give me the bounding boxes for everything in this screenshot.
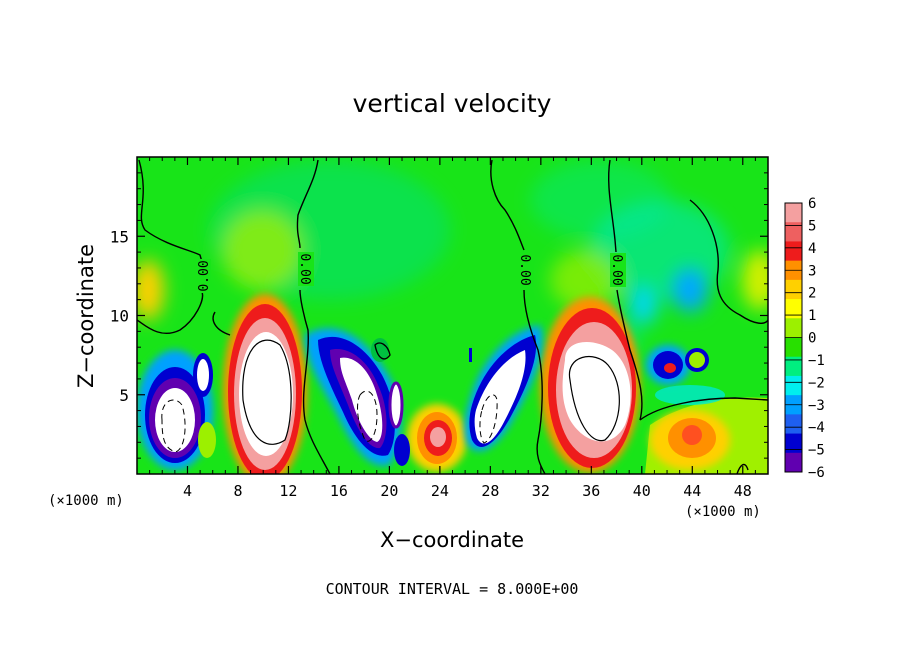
colorbar-label: 1 (808, 308, 816, 324)
x-tick-label: 8 (233, 482, 242, 500)
colorbar-swatch (785, 337, 802, 358)
x-tick-label: 12 (279, 482, 297, 500)
colorbar-swatch (785, 356, 802, 377)
contour-label-2: 0.00 (297, 253, 312, 284)
contour-label-4: 0.00 (609, 254, 624, 285)
x-tick-label: 28 (481, 482, 499, 500)
colorbar-label: −1 (808, 353, 825, 369)
colorbar-label: 3 (808, 263, 816, 279)
x-tick-label: 44 (683, 482, 701, 500)
x-tick-label: 16 (330, 482, 348, 500)
colorbar-label: 0 (808, 331, 816, 347)
updraft-core-1 (223, 294, 307, 474)
colorbar-swatch (785, 433, 802, 454)
colorbar-swatch (785, 318, 802, 338)
downdraft-core-2 (305, 328, 410, 466)
contour-interval-note: CONTOUR INTERVAL = 8.000E+00 (326, 580, 579, 598)
chart-title: vertical velocity (353, 89, 552, 118)
downdraft-core-1 (137, 350, 216, 470)
y-tick-label: 5 (119, 386, 129, 405)
x-axis-ticks: 4 8 12 16 20 24 28 32 36 40 44 48 (149, 157, 756, 500)
colorbar-label: 6 (808, 196, 816, 212)
x-tick-label: 36 (582, 482, 600, 500)
x-tick-label: 24 (431, 482, 449, 500)
x-tick-label: 40 (633, 482, 651, 500)
colorbar-swatch (785, 452, 802, 473)
updraft-core-4 (645, 397, 768, 474)
colorbar-label: −4 (808, 420, 825, 436)
y-axis-ticks: 5 10 15 (110, 172, 768, 459)
x-axis-label: X−coordinate (380, 528, 524, 552)
colorbar-swatch (785, 375, 802, 396)
updraft-core-2 (540, 297, 640, 473)
colorbar-label: −6 (808, 465, 825, 481)
x-tick-label: 32 (532, 482, 550, 500)
x-unit-left: (×1000 m) (48, 493, 124, 509)
y-axis-label: Z−coordinate (74, 244, 98, 388)
y-tick-label: 10 (110, 307, 129, 326)
x-unit-right: (×1000 m) (685, 504, 761, 520)
x-tick-label: 48 (734, 482, 752, 500)
zero-contours (137, 159, 768, 474)
contour-label-1: 0.00 (197, 260, 212, 291)
y-tick-label: 15 (110, 227, 129, 246)
colorbar-swatch (785, 222, 802, 242)
plot-features (137, 294, 768, 474)
colorbar-swatch (785, 203, 802, 223)
contour-label-3: 0.00 (517, 254, 532, 285)
colorbar-label: −2 (808, 375, 825, 391)
colorbar-swatch (785, 241, 802, 262)
x-tick-label: 20 (380, 482, 398, 500)
x-tick-label: 4 (183, 482, 192, 500)
colorbar: 6 5 4 3 2 1 0 −1 −2 −3 −4 −5 −6 (784, 196, 825, 481)
downdraft-core-3 (464, 325, 543, 451)
colorbar-label: −3 (808, 398, 825, 414)
colorbar-swatch (785, 279, 802, 300)
colorbar-swatch (785, 299, 802, 319)
colorbar-swatch (785, 414, 802, 435)
colorbar-label: 4 (808, 241, 816, 257)
colorbar-label: 5 (808, 218, 816, 234)
contour-labels: 0.00 0.00 0.00 0.00 (195, 252, 626, 293)
colorbar-label: 2 (808, 286, 816, 302)
downdraft-core-4 (646, 345, 725, 405)
colorbar-label: −5 (808, 443, 825, 459)
updraft-core-3 (407, 404, 467, 472)
smooth-field (137, 160, 768, 365)
